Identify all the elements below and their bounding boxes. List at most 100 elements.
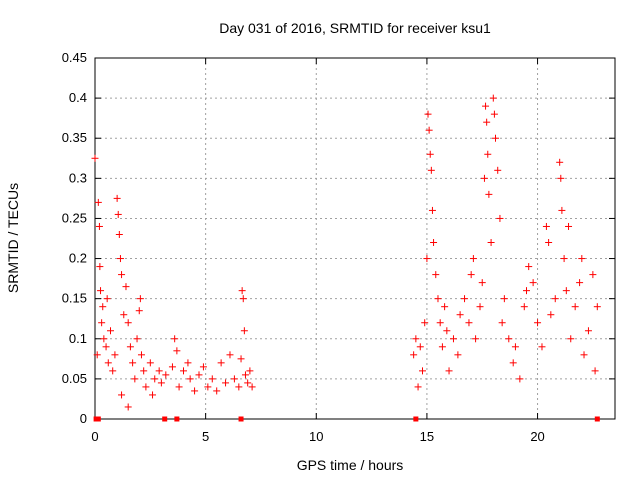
y-tick-label: 0.4 [69, 90, 87, 105]
data-point [418, 367, 426, 375]
data-point [520, 303, 528, 311]
data-point [456, 311, 464, 319]
data-point [103, 295, 111, 303]
data-point [496, 214, 504, 222]
data-point [104, 359, 112, 367]
data-point [489, 94, 497, 102]
data-points [91, 94, 601, 422]
x-tick-label: 20 [530, 429, 544, 444]
data-point [584, 327, 592, 335]
data-point [511, 343, 519, 351]
data-point [538, 343, 546, 351]
data-point [175, 383, 183, 391]
data-point [425, 126, 433, 134]
x-axis-label: GPS time / hours [297, 457, 404, 473]
y-tick-label: 0.2 [69, 251, 87, 266]
data-point [430, 239, 438, 247]
data-point [171, 335, 179, 343]
plot-area-frame [94, 57, 616, 420]
data-point [118, 271, 126, 279]
data-point [162, 371, 170, 379]
data-point [184, 359, 192, 367]
x-tick-label: 15 [420, 429, 434, 444]
data-point [427, 166, 435, 174]
data-point [545, 239, 553, 247]
data-point [239, 295, 247, 303]
data-point [449, 335, 457, 343]
data-point [204, 383, 212, 391]
zero-marker [162, 416, 168, 422]
data-point [217, 359, 225, 367]
data-point [114, 210, 122, 218]
data-point [208, 375, 216, 383]
data-point [124, 319, 132, 327]
x-tick-label: 0 [91, 429, 98, 444]
data-point [485, 190, 493, 198]
data-point [441, 303, 449, 311]
data-point [542, 222, 550, 230]
data-point [576, 279, 584, 287]
data-point [505, 335, 513, 343]
data-point [525, 263, 533, 271]
x-tick-label: 10 [309, 429, 323, 444]
data-point [195, 371, 203, 379]
data-point [173, 347, 181, 355]
data-point [562, 287, 570, 295]
data-point [120, 311, 128, 319]
data-point [469, 255, 477, 263]
y-axis-label: SRMTID / TECUs [5, 183, 21, 293]
data-point [116, 255, 124, 263]
data-point [133, 335, 141, 343]
y-tick-label: 0.25 [62, 210, 87, 225]
data-point [480, 174, 488, 182]
data-point [111, 351, 119, 359]
data-point [423, 255, 431, 263]
y-tick-label: 0.15 [62, 291, 87, 306]
y-tick-label: 0.1 [69, 331, 87, 346]
data-point [556, 158, 564, 166]
data-point [522, 287, 530, 295]
data-point [426, 150, 434, 158]
data-point [226, 351, 234, 359]
data-point [558, 206, 566, 214]
data-point [482, 102, 490, 110]
data-point [529, 279, 537, 287]
data-point [498, 319, 506, 327]
data-point [412, 335, 420, 343]
data-point [238, 287, 246, 295]
data-point [490, 110, 498, 118]
data-point [142, 383, 150, 391]
data-point [436, 319, 444, 327]
data-point [213, 387, 221, 395]
data-point [180, 367, 188, 375]
data-point [106, 327, 114, 335]
data-point [483, 118, 491, 126]
y-tick-label: 0.3 [69, 170, 87, 185]
data-point [244, 379, 252, 387]
data-point [222, 379, 230, 387]
y-tick-label: 0.45 [62, 50, 87, 65]
data-point [432, 271, 440, 279]
y-ticks: 0 0.05 0.1 0.15 0.2 0.25 0.3 0.35 0.4 0.45 [62, 50, 615, 426]
zero-marker [238, 416, 244, 422]
data-point [434, 295, 442, 303]
data-point [99, 303, 107, 311]
data-point [478, 279, 486, 287]
data-point [454, 351, 462, 359]
data-point [246, 367, 254, 375]
plot-frame [94, 57, 616, 420]
data-point [129, 359, 137, 367]
data-point [115, 230, 123, 238]
data-point [240, 327, 248, 335]
y-tick-label: 0.05 [62, 371, 87, 386]
data-point [443, 327, 451, 335]
data-point [416, 343, 424, 351]
zero-marker [594, 416, 600, 422]
data-point [230, 375, 238, 383]
data-point [472, 335, 480, 343]
data-point [118, 391, 126, 399]
grid [95, 58, 615, 419]
data-point [560, 255, 568, 263]
data-point [551, 295, 559, 303]
